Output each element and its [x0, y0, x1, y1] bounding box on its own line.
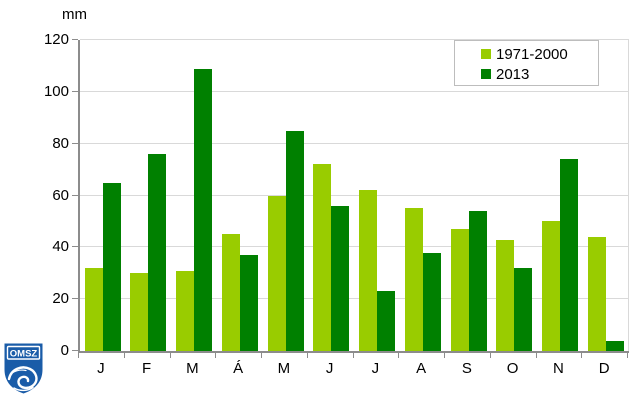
x-tick-0: [78, 353, 79, 358]
x-tick-12: [627, 353, 628, 358]
x-category-label-6: J: [325, 360, 334, 377]
x-tick-1: [123, 353, 125, 358]
x-tick-2: [169, 353, 171, 358]
bar-1971-2000-S-9: [450, 229, 469, 351]
bar-1971-2000-A-8: [404, 208, 423, 351]
y-tick-20: [72, 298, 78, 300]
x-category-label-11: N: [552, 360, 564, 377]
bar-1971-2000-F-2: [130, 273, 149, 351]
y-axis-title: mm: [62, 6, 87, 23]
bar-2013-A-8: [422, 252, 441, 351]
bar-2013-S-9: [468, 211, 487, 351]
bar-1971-2000-M-5: [267, 195, 286, 351]
bar-2013-O-10: [514, 268, 533, 351]
x-tick-4: [261, 353, 262, 358]
bar-1971-2000-J-7: [359, 190, 377, 351]
bar-2013-Á-4: [239, 255, 258, 351]
bar-1971-2000-Á-4: [221, 234, 240, 351]
y-tick-120: [72, 39, 78, 40]
gridline-120: [80, 39, 629, 40]
bar-1971-2000-N-11: [542, 221, 560, 351]
legend: 1971-2000 2013: [454, 40, 599, 86]
x-category-label-5: M: [277, 360, 291, 377]
legend-item-2013: 2013: [455, 64, 598, 84]
gridline-100: [80, 90, 629, 92]
legend-item-1971-2000: 1971-2000: [455, 44, 598, 64]
y-tick-100: [72, 90, 78, 92]
x-category-label-1: J: [97, 360, 105, 377]
bar-1971-2000-J-1: [84, 268, 103, 351]
x-category-label-9: S: [461, 360, 472, 377]
bar-1971-2000-J-6: [313, 164, 332, 351]
bar-2013-D-12: [605, 340, 624, 351]
y-tick-label-100: 100: [43, 82, 69, 100]
legend-swatch-2013: [481, 69, 491, 79]
legend-label-2013: 2013: [496, 65, 530, 83]
logo-banner-outline: [6, 345, 41, 360]
x-tick-7: [398, 353, 400, 358]
x-category-label-8: A: [416, 360, 427, 377]
bar-1971-2000-O-10: [496, 239, 515, 351]
omsz-logo: OMSZ: [4, 343, 43, 394]
x-category-label-7: J: [371, 360, 380, 377]
x-tick-10: [535, 353, 537, 358]
plot-right-border: [628, 40, 629, 351]
legend-swatch-1971-2000: [481, 49, 491, 59]
gridline-20: [80, 298, 629, 300]
plot-area: [78, 39, 629, 353]
y-tick-label-20: 20: [52, 290, 69, 308]
logo-swirl-icon: [7, 366, 38, 392]
x-tick-11: [581, 353, 583, 358]
bar-2013-M-3: [194, 68, 212, 351]
bar-1971-2000-M-3: [176, 270, 194, 351]
y-tick-label-40: 40: [52, 238, 69, 256]
y-tick-label-120: 120: [43, 31, 69, 48]
y-tick-40: [72, 246, 78, 248]
legend-label-1971-2000: 1971-2000: [496, 45, 568, 63]
gridline-60: [80, 194, 629, 196]
bar-2013-F-2: [148, 154, 167, 351]
x-tick-3: [215, 353, 217, 358]
bar-2013-J-6: [331, 205, 350, 351]
y-tick-80: [72, 142, 78, 144]
x-category-label-3: M: [186, 360, 199, 377]
x-category-label-2: F: [142, 360, 152, 377]
x-category-label-12: D: [598, 360, 610, 377]
bar-2013-M-5: [285, 130, 304, 351]
x-tick-5: [306, 353, 308, 358]
y-tick-label-0: 0: [60, 342, 69, 359]
y-tick-label-80: 80: [52, 134, 69, 152]
gridline-80: [80, 142, 629, 144]
y-tick-0: [72, 350, 78, 351]
bar-1971-2000-D-12: [587, 236, 606, 351]
x-category-label-4: Á: [233, 360, 244, 377]
y-tick-label-60: 60: [52, 186, 69, 204]
x-tick-6: [352, 353, 354, 358]
x-tick-9: [489, 353, 491, 358]
bar-2013-J-1: [102, 182, 121, 351]
bar-2013-J-7: [377, 291, 395, 351]
logo-text: OMSZ: [10, 349, 38, 360]
x-category-label-10: O: [506, 360, 519, 377]
gridline-40: [80, 246, 629, 248]
y-tick-60: [72, 194, 78, 196]
x-tick-8: [444, 353, 445, 358]
bar-2013-N-11: [560, 159, 578, 351]
